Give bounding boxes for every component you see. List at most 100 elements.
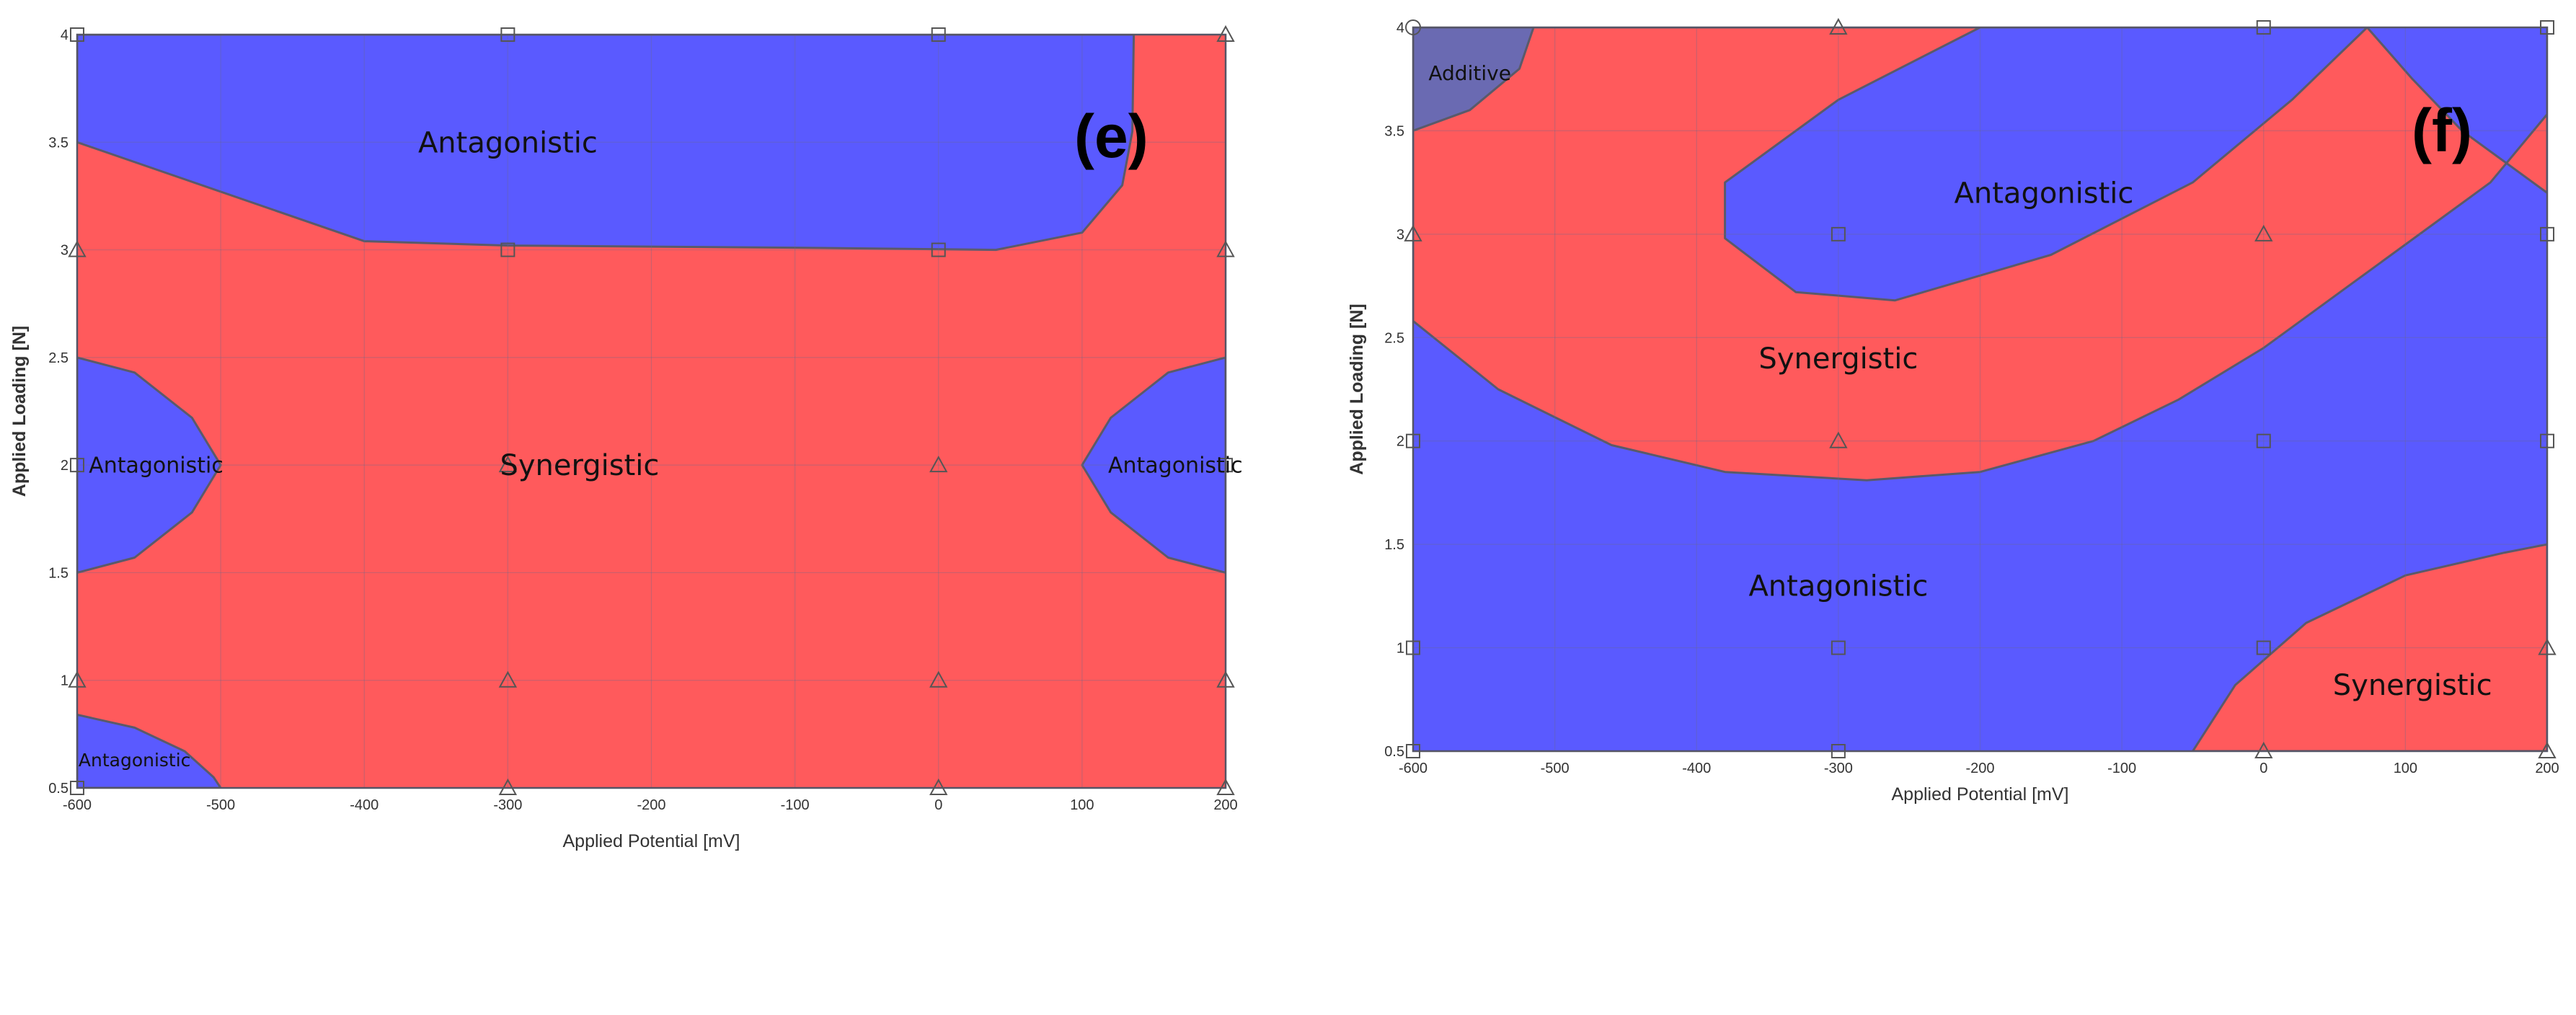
- y-axis-title: Applied Loading [N]: [1347, 303, 1367, 474]
- x-tick-label: -500: [206, 797, 235, 813]
- y-tick-label: 0.5: [1384, 744, 1404, 760]
- design-point-square: [500, 27, 515, 42]
- design-point-square: [1406, 744, 1420, 758]
- region-label: Antagonistic: [79, 750, 191, 771]
- design-point-circle: [1405, 19, 1421, 35]
- design-point-triangle: [498, 778, 518, 795]
- y-tick-label: 4: [61, 27, 68, 43]
- panel-label: (f): [2412, 97, 2472, 164]
- region-label: Synergistic: [2333, 669, 2492, 702]
- region-label: Antagonistic: [1748, 570, 1928, 603]
- design-point-square: [1406, 433, 1420, 448]
- region-label: Synergistic: [1758, 342, 1918, 376]
- x-tick-label: -500: [1541, 761, 1570, 776]
- design-point-square: [1406, 640, 1420, 655]
- x-tick-label: -300: [493, 797, 522, 813]
- x-tick-label: -200: [637, 797, 665, 813]
- design-point-triangle: [1216, 778, 1235, 795]
- design-point-square: [2540, 433, 2554, 448]
- y-axis-title: Applied Loading [N]: [9, 326, 30, 497]
- design-points: [1404, 17, 2557, 758]
- x-tick-label: 0: [934, 797, 942, 813]
- design-points: [68, 25, 1235, 795]
- region-label: Synergistic: [500, 449, 659, 482]
- design-point-square: [931, 27, 946, 42]
- y-tick-label: 1.5: [48, 565, 68, 581]
- y-tick-label: 2: [61, 458, 68, 474]
- region-label: Antagonistic: [89, 453, 223, 479]
- design-point-triangle: [1216, 240, 1235, 257]
- x-tick-label: 100: [1070, 797, 1094, 813]
- design-point-square: [70, 458, 84, 473]
- design-point-triangle: [1404, 224, 1422, 241]
- design-point-triangle: [498, 456, 518, 473]
- y-tick-label: 3.5: [48, 135, 68, 151]
- region-antagonistic-0: [77, 35, 1136, 252]
- y-tick-label: 2.5: [48, 350, 68, 366]
- y-tick-label: 3: [61, 243, 68, 259]
- plot-frame: [1412, 26, 2549, 753]
- y-tick-label: 1: [1397, 641, 1404, 657]
- design-point-square: [2256, 433, 2271, 448]
- x-tick-label: -100: [781, 797, 810, 813]
- region-antagonistic-1: [77, 356, 222, 574]
- design-point-triangle: [1216, 25, 1235, 42]
- design-point-triangle: [929, 778, 948, 795]
- region-antagonistic-1: [1724, 27, 2368, 302]
- design-point-triangle: [929, 670, 948, 688]
- y-tick-label: 2: [1397, 434, 1404, 450]
- design-point-square: [1831, 226, 1846, 241]
- design-point-triangle: [68, 240, 87, 257]
- y-tick-label: 3: [1397, 227, 1404, 243]
- design-point-square: [500, 242, 515, 257]
- design-point-triangle: [2254, 741, 2273, 758]
- design-point-square: [2540, 20, 2554, 35]
- region-label: Antagonistic: [1108, 453, 1243, 479]
- x-tick-label: -400: [350, 797, 379, 813]
- region-synergistic-2: [2191, 543, 2547, 751]
- design-point-square: [1218, 458, 1233, 473]
- y-tick-label: 0.5: [48, 781, 68, 797]
- design-point-square: [931, 242, 946, 257]
- y-tick-label: 4: [1397, 20, 1404, 36]
- design-point-square: [70, 27, 84, 42]
- plot-frame: [76, 33, 1227, 789]
- x-tick-label: 100: [2394, 761, 2417, 776]
- design-point-triangle: [1829, 431, 1848, 448]
- x-tick-label: 200: [2535, 761, 2559, 776]
- x-axis-title: Applied Potential [mV]: [1892, 784, 2069, 805]
- x-tick-label: 200: [1213, 797, 1237, 813]
- design-point-square: [2256, 640, 2271, 655]
- y-tick-label: 1: [61, 673, 68, 689]
- region-additive-3: [1413, 27, 1535, 132]
- panel-label: (e): [1074, 102, 1148, 170]
- y-tick-label: 2.5: [1384, 330, 1404, 346]
- chart-panel-f: -600 -500 -400 -300 -200 -100 0 100 200 0.5 1 1.5 2 2…: [1347, 17, 2559, 805]
- region-label: Antagonistic: [418, 126, 598, 159]
- x-tick-label: -200: [1965, 761, 1994, 776]
- y-tick-label: 1.5: [1384, 537, 1404, 553]
- design-point-square: [1831, 640, 1846, 655]
- design-point-square: [70, 781, 84, 795]
- x-axis-title: Applied Potential [mV]: [563, 831, 740, 851]
- region-antagonistic-2: [1081, 356, 1226, 574]
- design-point-square: [2540, 226, 2554, 241]
- region-antagonistic-3: [77, 714, 222, 788]
- chart-panel-e: -600 -500 -400 -300 -200 -100 0 100 200 0.5 1 1.5 2 2…: [9, 25, 1243, 851]
- y-tick-label: 3.5: [1384, 123, 1404, 139]
- x-tick-label: -300: [1824, 761, 1853, 776]
- design-point-triangle: [2538, 741, 2557, 758]
- design-point-triangle: [68, 670, 87, 688]
- region-label: Additive: [1428, 61, 1511, 85]
- design-point-triangle: [2538, 638, 2557, 655]
- design-point-triangle: [1829, 17, 1848, 35]
- design-point-triangle: [498, 670, 518, 688]
- x-tick-label: 0: [2259, 761, 2267, 776]
- design-point-triangle: [929, 456, 948, 473]
- x-tick-label: -100: [2107, 761, 2136, 776]
- x-tick-label: -600: [63, 797, 92, 813]
- x-tick-label: -600: [1399, 761, 1428, 776]
- design-point-triangle: [2254, 224, 2273, 241]
- design-point-triangle: [1216, 670, 1235, 688]
